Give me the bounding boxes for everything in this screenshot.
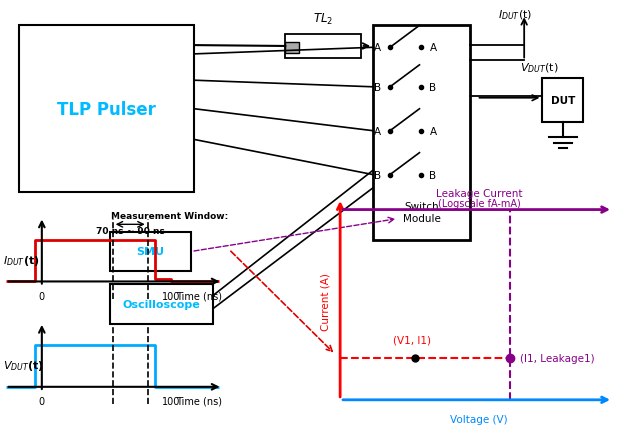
Text: (V1, I1): (V1, I1) [393, 335, 431, 345]
Text: Switch
Module: Switch Module [403, 202, 441, 223]
Text: TLP Pulser: TLP Pulser [57, 100, 156, 119]
Text: Leakage Current: Leakage Current [436, 189, 522, 199]
Text: $I_{DUT}$(t): $I_{DUT}$(t) [498, 9, 533, 22]
Text: 100: 100 [162, 396, 180, 406]
Text: 0: 0 [39, 396, 45, 406]
Bar [19, 26, 194, 193]
Text: B: B [429, 83, 436, 92]
Text: SMU: SMU [137, 247, 164, 257]
Text: $TL_2$: $TL_2$ [313, 12, 333, 27]
Text: A: A [374, 43, 381, 53]
Text: A: A [374, 127, 381, 136]
Text: $V_{DUT}$(t): $V_{DUT}$(t) [520, 61, 559, 74]
Text: Voltage (V): Voltage (V) [450, 414, 508, 424]
Text: 70 ns ~ 90 ns: 70 ns ~ 90 ns [96, 226, 165, 235]
Text: Measurement Window:: Measurement Window: [111, 212, 228, 221]
Text: B: B [374, 83, 381, 92]
Text: B: B [429, 170, 436, 180]
Text: (I1, Leakage1): (I1, Leakage1) [520, 353, 595, 363]
Text: A: A [429, 127, 436, 136]
Bar [373, 26, 470, 241]
Text: Time (ns): Time (ns) [176, 396, 223, 406]
Text: A: A [429, 43, 436, 53]
Text: B: B [374, 170, 381, 180]
Bar [285, 35, 361, 59]
Bar [542, 79, 583, 123]
Text: Time (ns): Time (ns) [176, 291, 223, 301]
Text: Current (A): Current (A) [321, 272, 331, 330]
Bar [110, 232, 191, 272]
Text: $V_{DUT}$(t): $V_{DUT}$(t) [3, 359, 44, 373]
Text: (Logscale fA-mA): (Logscale fA-mA) [438, 198, 520, 208]
Bar [285, 42, 299, 53]
Text: Oscilloscope: Oscilloscope [122, 300, 201, 309]
Text: 100: 100 [162, 291, 180, 301]
Text: 0: 0 [39, 291, 45, 301]
Bar [110, 285, 213, 324]
Text: DUT: DUT [551, 96, 575, 106]
Text: $I_{DUT}$(t): $I_{DUT}$(t) [3, 254, 40, 268]
